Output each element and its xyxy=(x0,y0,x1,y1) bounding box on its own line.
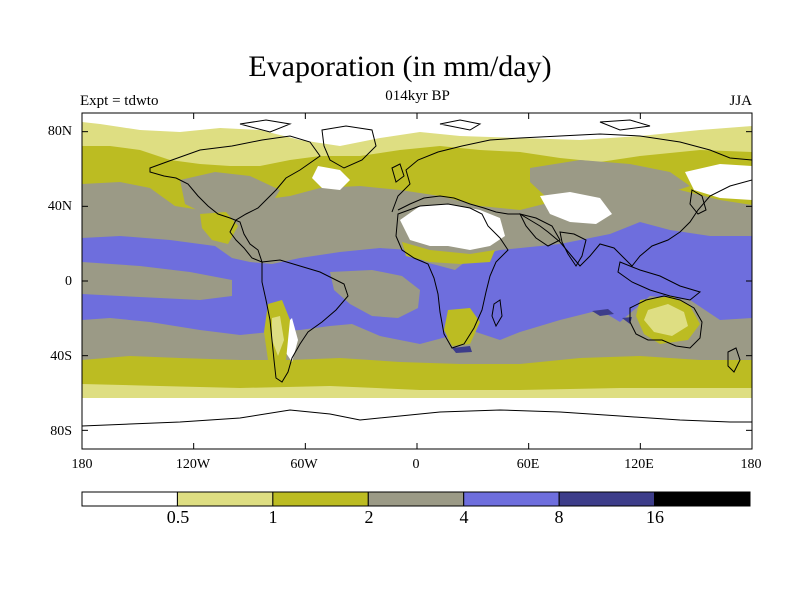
field-1-2-sahel xyxy=(402,242,495,264)
lat-label-40n: 40N xyxy=(47,199,72,214)
lon-label-180w: 180 xyxy=(71,457,93,472)
coastline-north-america xyxy=(149,135,321,263)
colorbar-label-8: 8 xyxy=(554,507,564,527)
colorbar-swatch-3 xyxy=(367,491,465,507)
lon-label-60w: 60W xyxy=(290,457,318,472)
coastline-madagascar xyxy=(491,299,503,328)
coastline-uk xyxy=(391,163,405,183)
colorbar-swatch-2 xyxy=(272,491,369,507)
colorbar xyxy=(81,491,751,507)
coastline-greenland xyxy=(321,125,377,169)
colorbar-label-4: 4 xyxy=(459,507,469,527)
map-title: Evaporation (in mm/day) xyxy=(248,50,552,83)
colorbar-swatch-0 xyxy=(81,491,178,507)
map-field xyxy=(82,113,752,449)
coastline-africa xyxy=(395,203,509,349)
colorbar-label-0-5: 0.5 xyxy=(166,507,190,527)
coastline-australia xyxy=(629,295,703,349)
field-0-0-5-antarctic xyxy=(82,398,752,449)
coastline-arabia xyxy=(519,213,561,247)
field-2-4-asia xyxy=(530,160,690,200)
coastline-arctic-islands xyxy=(239,119,651,133)
coastline-japan xyxy=(689,189,707,215)
field-2-4-atlantic-patch xyxy=(330,270,420,318)
lat-label-80s: 80S xyxy=(50,424,72,439)
field-4-8-ocean xyxy=(82,222,752,344)
field-1-2-mexico xyxy=(200,212,238,244)
coastline-antarctica xyxy=(82,409,752,427)
coastline-south-america xyxy=(261,259,349,383)
lon-label-0: 0 xyxy=(412,457,420,472)
colorbar-label-2: 2 xyxy=(364,507,374,527)
colorbar-swatch-4 xyxy=(463,491,560,507)
colorbar-label-16: 16 xyxy=(646,507,664,527)
lat-label-0: 0 xyxy=(65,274,72,289)
field-0-0-5-arabia xyxy=(540,192,612,224)
colorbar-swatch-1 xyxy=(176,491,274,507)
coastline-eurasia xyxy=(391,133,752,267)
coastline-new-zealand xyxy=(727,347,741,373)
experiment-label: Expt = tdwto xyxy=(80,93,159,109)
field-0-5-1-australia-inner xyxy=(644,304,688,336)
period-label: 014kyr BP xyxy=(385,88,450,104)
colorbar-swatch-6 xyxy=(654,491,751,507)
field-0-5-1-south-america-west xyxy=(272,316,284,356)
lon-label-60e: 60E xyxy=(516,457,540,472)
colorbar-swatch-5 xyxy=(558,491,656,507)
coastline-southeast-asia xyxy=(617,261,702,301)
field-8-16-patch xyxy=(592,309,614,316)
field-8-16-patch-2 xyxy=(452,346,472,353)
coastline-india xyxy=(559,231,587,267)
field-0-0-5-east-asia xyxy=(685,164,752,200)
lon-label-180e: 180 xyxy=(740,457,762,472)
field-0-0-5-sahara xyxy=(400,204,505,250)
field-0-0-5-north-america xyxy=(312,166,350,190)
field-2-4-pacific-patch xyxy=(82,262,232,300)
lat-label-40s: 40S xyxy=(50,349,72,364)
season-label: JJA xyxy=(729,93,752,109)
axis-ticks xyxy=(81,113,753,449)
lon-label-120e: 120E xyxy=(624,457,654,472)
field-1-2-southern-africa xyxy=(444,308,480,346)
colorbar-label-1: 1 xyxy=(268,507,278,527)
coastlines xyxy=(82,119,752,427)
lat-label-80n: 80N xyxy=(47,124,72,139)
lon-label-120w: 120W xyxy=(175,457,211,472)
field-0-0-5-arctic xyxy=(82,113,752,146)
